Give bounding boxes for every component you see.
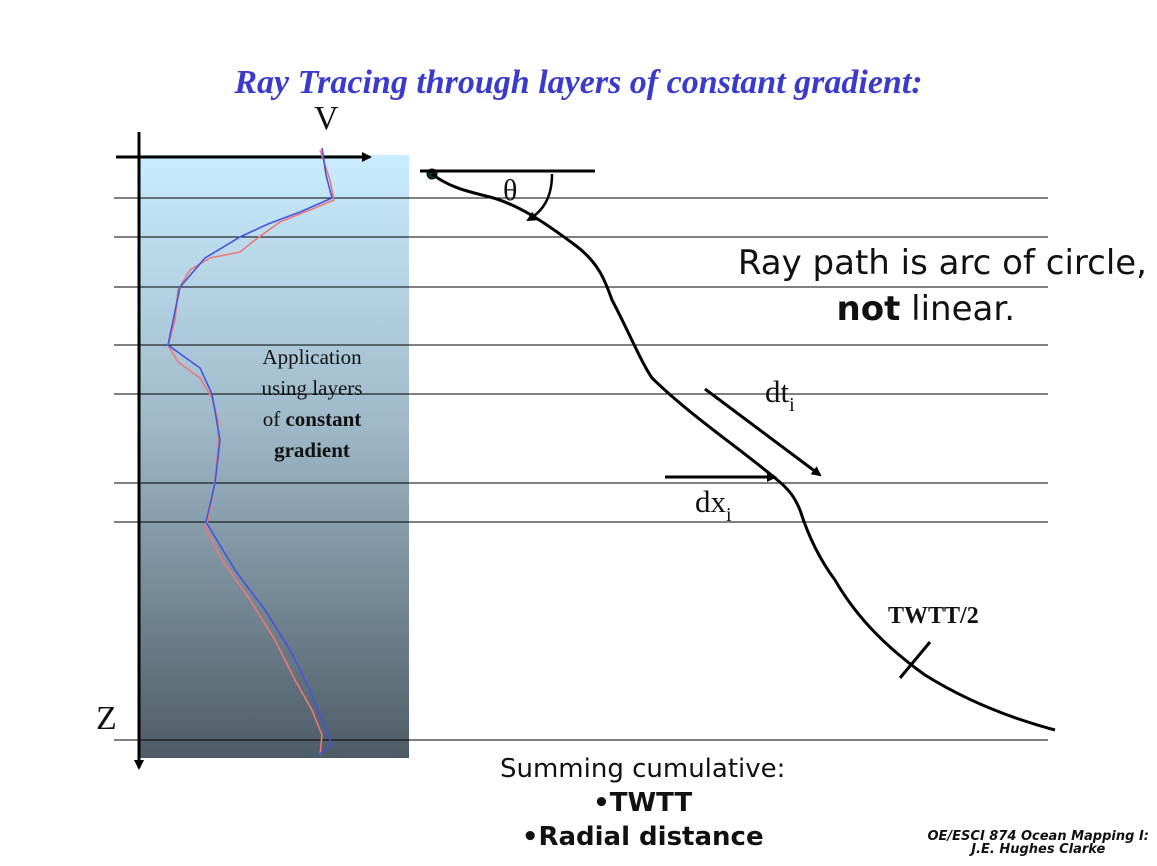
application-note-bold: gradient — [274, 438, 350, 462]
summing-item: •TWTT — [593, 788, 693, 818]
ray-statement-line: Ray path is arc of circle, — [737, 243, 1147, 283]
depth-axis-label: Z — [96, 700, 117, 737]
application-note-prefix: of — [262, 407, 286, 431]
dt-label-subscript: i — [789, 394, 795, 416]
layer-boundaries — [114, 197, 1048, 741]
application-note-line: using layers — [261, 376, 363, 400]
credit-line: OE/ESCI 874 Ocean Mapping I: — [927, 829, 1149, 844]
dx-label: dxi — [695, 484, 732, 526]
velocity-axis-label: V — [314, 100, 339, 137]
angle-label: θ — [503, 174, 518, 207]
application-note-line: gradient — [222, 435, 402, 466]
summing-item: •Radial distance — [521, 822, 764, 852]
dt-arrow — [704, 387, 822, 477]
ray-path — [431, 172, 1056, 732]
angle-arc — [526, 173, 554, 222]
application-note: Application using layers of constant gra… — [222, 342, 402, 466]
ray-path-statement: Ray path is arc of circle, not linear. — [738, 240, 1147, 332]
credit-line: J.E. Hughes Clarke — [971, 842, 1106, 857]
measured-velocity-profile — [167, 149, 335, 756]
dx-label-subscript: i — [726, 504, 732, 526]
water-column-panel — [139, 155, 409, 758]
ray-statement-rest: linear. — [900, 289, 1015, 329]
summing-note: Summing cumulative: •TWTT •Radial distan… — [500, 752, 785, 854]
ray-statement-line: not linear. — [738, 286, 1147, 332]
slide-title: Ray Tracing through layers of constant g… — [234, 64, 923, 101]
course-credit: OE/ESCI 874 Ocean Mapping I: J.E. Hughes… — [927, 830, 1149, 856]
dt-label: dti — [765, 374, 795, 416]
application-note-line: of constant — [222, 404, 402, 435]
ray-statement-emphasis: not — [836, 289, 901, 329]
summing-heading: Summing cumulative: — [500, 754, 786, 784]
application-note-line: Application — [262, 345, 362, 369]
twtt-half-label: TWTT/2 — [888, 603, 979, 629]
layered-velocity-profile — [167, 147, 333, 756]
dt-label-base: dt — [765, 374, 790, 409]
dx-label-base: dx — [695, 484, 726, 519]
application-note-bold: constant — [285, 407, 362, 431]
twtt-half-tick — [898, 641, 932, 679]
